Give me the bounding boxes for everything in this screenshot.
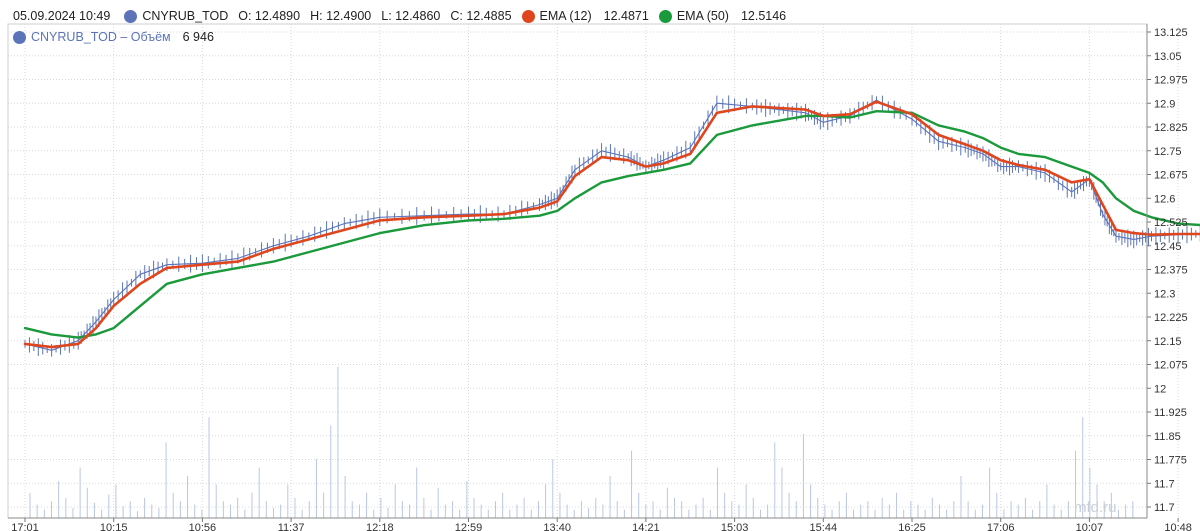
grid [7,23,1179,519]
y-tick-label: 13.05 [1154,51,1182,63]
x-tick-label: 17:06 [987,522,1015,531]
volume-dot-icon [13,30,26,44]
y-tick-label: 12.225 [1154,312,1188,324]
x-tick-label: 11:37 [278,522,305,531]
volume-bars [29,366,1134,518]
y-tick-label: 12.375 [1154,265,1188,277]
x-tick-label: 14:21 [632,522,660,531]
y-tick-label: 12 [1154,383,1166,395]
legend-ema50[interactable]: EMA (50) 12.5146 [658,9,787,23]
legend-volume-label: CNYRUB_TOD – Объём [31,30,171,44]
ema50-series [23,109,1200,339]
legend-volume: CNYRUB_TOD – Объём 6 946 [13,30,224,44]
y-tick-label: 12.45 [1154,241,1182,253]
legend-instrument[interactable]: CNYRUB_TOD [124,9,228,23]
legend-volume-value: 6 946 [182,30,214,44]
x-tick-label: 12:59 [455,522,483,531]
x-tick-label: 15:03 [721,522,749,531]
x-tick-label: 15:44 [810,522,838,531]
y-tick-label: 11.925 [1154,407,1187,419]
legend-ema12-value: 12.4871 [603,9,649,23]
x-tick-label: 10:15 [100,522,128,531]
legend-ema12-label: EMA (12) [539,9,592,23]
y-axis: 13.125 13.05 12.975 12.9 12.825 12.75 12.675 12… [1146,24,1188,518]
y-tick-label: 13.125 [1154,27,1188,39]
y-tick-label: 12.675 [1154,170,1188,182]
x-tick-label: 17:01 [11,522,39,531]
x-tick-label: 13:40 [543,522,571,531]
ema50-line [23,109,1200,339]
ema12-dot-icon [521,9,535,23]
x-tick-label: 10:56 [189,522,217,531]
ema12-line [23,100,1200,349]
price-line [24,99,1200,351]
x-tick-label: 10:48 [1164,522,1192,531]
watermark: mfd.ru [1074,499,1117,516]
y-tick-label: 12.75 [1154,146,1182,158]
y-tick-label: 11.7 [1154,502,1175,514]
legend-ema12[interactable]: EMA (12) 12.4871 [521,9,649,23]
y-tick-label: 12.525 [1154,217,1188,229]
ema12-series [23,100,1200,349]
price-series [24,95,1200,357]
y-tick-label: 12.6 [1154,193,1175,205]
legend-open: O: 12.4890 [238,9,301,23]
legend-ema50-label: EMA (50) [676,9,729,23]
y-tick-label: 12.825 [1154,122,1188,134]
y-tick-label: 12.975 [1154,75,1188,87]
legend-close: C: 12.4885 [450,9,512,23]
legend-ema50-value: 12.5146 [740,9,787,23]
y-tick-label: 12.3 [1154,288,1175,300]
legend-datetime: 05.09.2024 10:49 [13,9,111,23]
x-tick-label: 16:25 [898,522,926,531]
instrument-dot-icon [124,9,138,23]
legend-volume-item[interactable]: CNYRUB_TOD – Объём 6 946 [13,30,214,44]
x-tick-label: 10:07 [1076,522,1104,531]
x-axis: 17:01 10:15 10:56 11:37 12:18 12:59 13:40 14:21… [8,517,1192,531]
y-tick-label: 11.775 [1154,455,1187,467]
y-tick-label: 11.85 [1154,431,1181,443]
y-tick-label: 11.7 [1154,478,1175,490]
legend-instrument-label: CNYRUB_TOD [142,9,229,23]
legend-high: H: 12.4900 [310,9,372,23]
ema50-dot-icon [658,9,672,23]
y-tick-label: 12.075 [1154,360,1188,372]
legend-low: L: 12.4860 [381,9,441,23]
y-tick-label: 12.15 [1154,336,1182,348]
y-tick-label: 12.9 [1154,98,1175,110]
legend-main: 05.09.2024 10:49 CNYRUB_TOD O: 12.4890 H… [13,9,796,23]
x-tick-label: 12:18 [366,522,394,531]
